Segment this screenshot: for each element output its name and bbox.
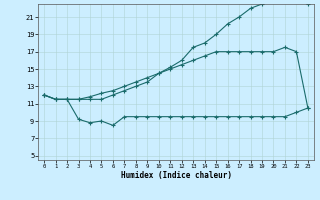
X-axis label: Humidex (Indice chaleur): Humidex (Indice chaleur) (121, 171, 231, 180)
